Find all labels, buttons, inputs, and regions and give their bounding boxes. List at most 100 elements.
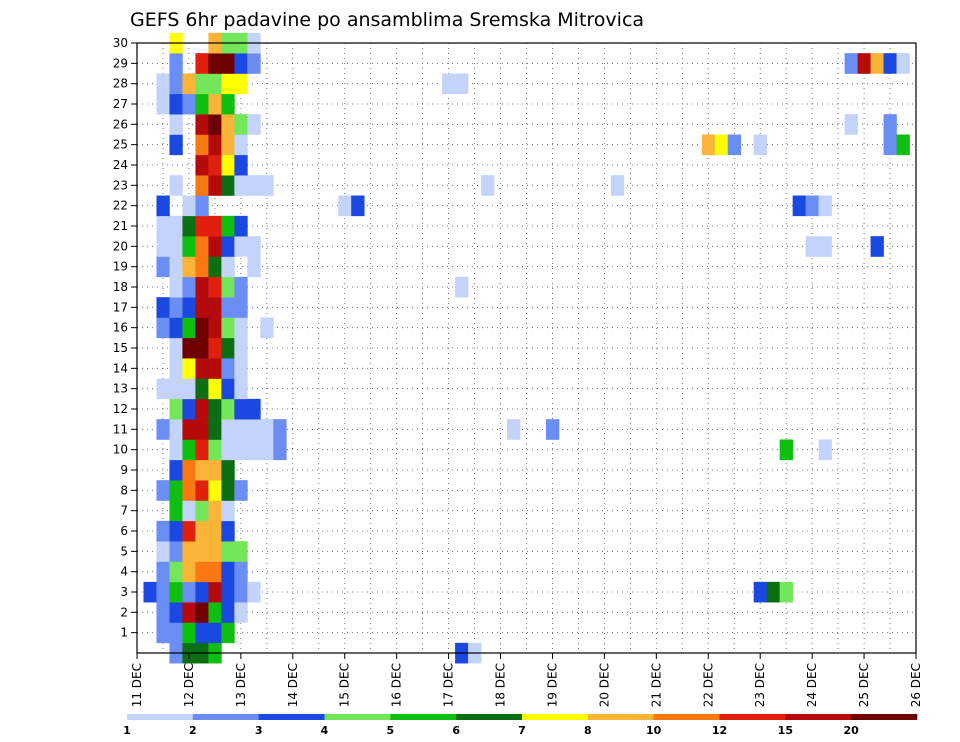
heatmap-cell [208, 398, 222, 420]
heatmap-cell [481, 175, 495, 196]
heatmap-cell [195, 398, 209, 420]
heatmap-cell [208, 53, 222, 74]
heatmap-cell [221, 439, 235, 461]
heatmap-cell [169, 561, 183, 583]
heatmap-cell [221, 419, 235, 440]
heatmap-cell [234, 480, 248, 501]
colorbar-swatch [127, 714, 194, 720]
heatmap-cell [182, 215, 196, 237]
heatmap-cell [221, 378, 235, 400]
colorbar-label: 6 [452, 724, 460, 737]
heatmap-cell [182, 195, 196, 217]
heatmap-cell [818, 236, 832, 257]
colorbar-label: 10 [646, 724, 662, 737]
heatmap-cell [221, 256, 235, 278]
heatmap-cell [182, 561, 196, 583]
heatmap-cell [221, 134, 235, 156]
heatmap-cell [247, 256, 261, 278]
heatmap-cell [221, 236, 235, 257]
heatmap-cell [260, 175, 274, 196]
heatmap-cell [701, 134, 716, 156]
heatmap-cell [234, 317, 248, 339]
heatmap-cell [195, 256, 209, 278]
heatmap-cell [234, 358, 248, 379]
heatmap-cell [221, 541, 235, 562]
heatmap-cell [208, 297, 222, 318]
heatmap-cell [857, 53, 871, 74]
heatmap-cell [169, 439, 183, 461]
heatmap-cell [234, 154, 248, 176]
heatmap-cell [156, 215, 170, 237]
heatmap-cell [195, 541, 209, 562]
heatmap-cell [182, 256, 196, 278]
heatmap-cell [195, 561, 209, 583]
y-tick-label: 23 [113, 178, 128, 192]
y-tick-label: 17 [113, 300, 128, 314]
heatmap-cell [182, 602, 196, 623]
heatmap-cell [883, 53, 897, 74]
data-cells [143, 32, 910, 664]
heatmap-cell [208, 561, 222, 583]
heatmap-cell [208, 134, 222, 156]
heatmap-cell [714, 134, 729, 156]
heatmap-cell [169, 256, 183, 278]
heatmap-cell [247, 398, 261, 420]
heatmap-cell [221, 561, 235, 583]
heatmap-cell [182, 439, 196, 461]
y-tick-label: 1 [120, 626, 128, 640]
x-tick-label: 25 DEC [857, 663, 871, 707]
y-tick-label: 24 [113, 158, 128, 172]
heatmap-cell [195, 276, 209, 298]
heatmap-cell [234, 114, 248, 135]
heatmap-cell [169, 236, 183, 257]
heatmap-cell [195, 581, 209, 603]
heatmap-cell [221, 622, 235, 644]
y-axis: 1234567891011121314151617181920212223242… [113, 36, 137, 640]
heatmap-cell [208, 602, 222, 623]
heatmap-cell [805, 236, 819, 257]
heatmap-cell [247, 114, 261, 135]
heatmap-cell [221, 73, 235, 95]
x-tick-label: 11 DEC [130, 663, 144, 707]
heatmap-cell [779, 581, 793, 603]
heatmap-cell [208, 459, 222, 481]
heatmap-cell [182, 419, 196, 440]
heatmap-cell [247, 439, 261, 461]
heatmap-cell [156, 236, 170, 257]
heatmap-cell [169, 581, 183, 603]
heatmap-cell [792, 195, 806, 217]
heatmap-cell [169, 276, 183, 298]
heatmap-cell [182, 459, 196, 481]
heatmap-cell [844, 53, 858, 74]
heatmap-cell [169, 602, 183, 623]
heatmap-cell [156, 520, 170, 542]
heatmap-cell [182, 93, 196, 115]
x-tick-label: 20 DEC [597, 663, 611, 707]
heatmap-cell [234, 236, 248, 257]
heatmap-cell [247, 419, 261, 440]
heatmap-cell [234, 215, 248, 237]
heatmap-cell [182, 276, 196, 298]
heatmap-cell [896, 53, 910, 74]
heatmap-cell [208, 93, 222, 115]
heatmap-cell [195, 154, 209, 176]
heatmap-cell [208, 378, 222, 400]
heatmap-cell [195, 520, 209, 542]
heatmap-cell [208, 520, 222, 542]
heatmap-cell [195, 53, 209, 74]
y-tick-label: 13 [113, 382, 128, 396]
x-tick-label: 24 DEC [805, 663, 819, 707]
heatmap-cell [208, 276, 222, 298]
heatmap-cell [156, 297, 170, 318]
heatmap-cell [208, 154, 222, 176]
heatmap-cell [273, 439, 287, 461]
x-tick-label: 19 DEC [545, 663, 559, 707]
heatmap-cell [766, 581, 780, 603]
x-tick-label: 21 DEC [649, 663, 663, 707]
heatmap-cell [169, 337, 183, 359]
heatmap-cell [156, 602, 170, 623]
heatmap-cell [195, 500, 209, 522]
heatmap-cell [234, 175, 248, 196]
heatmap-cell [221, 480, 235, 501]
y-tick-label: 4 [120, 565, 128, 579]
